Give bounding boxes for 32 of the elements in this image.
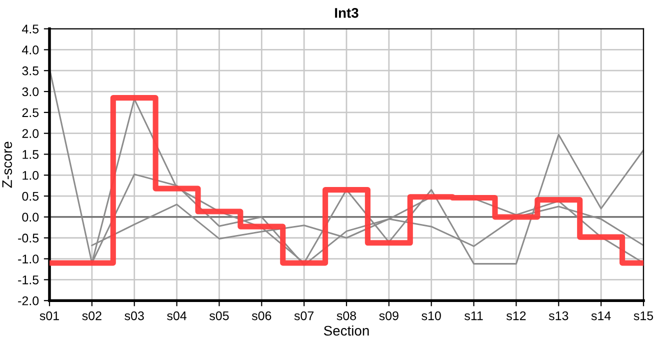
x-tick-label: s06: [252, 311, 272, 320]
y-axis-title: Z-score: [2, 142, 12, 188]
x-tick-label: s11: [464, 311, 483, 320]
x-tick-label: s14: [591, 311, 611, 320]
chart-title: Int3: [335, 8, 358, 18]
x-tick-label: s15: [634, 311, 654, 320]
y-tick-label: 3.5: [22, 66, 39, 76]
x-tick-label: s13: [548, 311, 568, 320]
x-axis-title: Section: [324, 325, 369, 336]
y-tick-label: 4.0: [22, 46, 39, 54]
y-tick-label: 1.0: [22, 170, 39, 180]
x-tick-label: s02: [82, 311, 102, 320]
y-tick-label: 2.0: [22, 129, 39, 138]
x-tick-label: s12: [506, 311, 526, 320]
x-tick-label: s10: [422, 311, 441, 320]
y-tick-label: -1.0: [18, 254, 39, 264]
y-tick-label: 3.0: [22, 87, 39, 96]
y-tick-label: 2.5: [22, 108, 39, 118]
y-tick-label: 4.5: [22, 24, 39, 34]
x-tick-label: s05: [209, 311, 229, 320]
y-tick-label: -0.5: [18, 234, 39, 243]
x-tick-label: s01: [40, 311, 59, 320]
y-tick-label: 1.5: [22, 150, 39, 159]
x-tick-label: s08: [336, 311, 356, 320]
y-tick-label: 0.5: [22, 192, 39, 201]
y-tick-label: 0.0: [22, 212, 39, 222]
x-tick-label: s07: [294, 311, 314, 320]
y-tick-label: -1.5: [18, 276, 39, 284]
y-tick-label: -2.0: [18, 296, 39, 306]
x-tick-label: s04: [167, 311, 186, 320]
x-tick-label: s03: [124, 311, 144, 320]
x-tick-label: s09: [379, 311, 398, 320]
